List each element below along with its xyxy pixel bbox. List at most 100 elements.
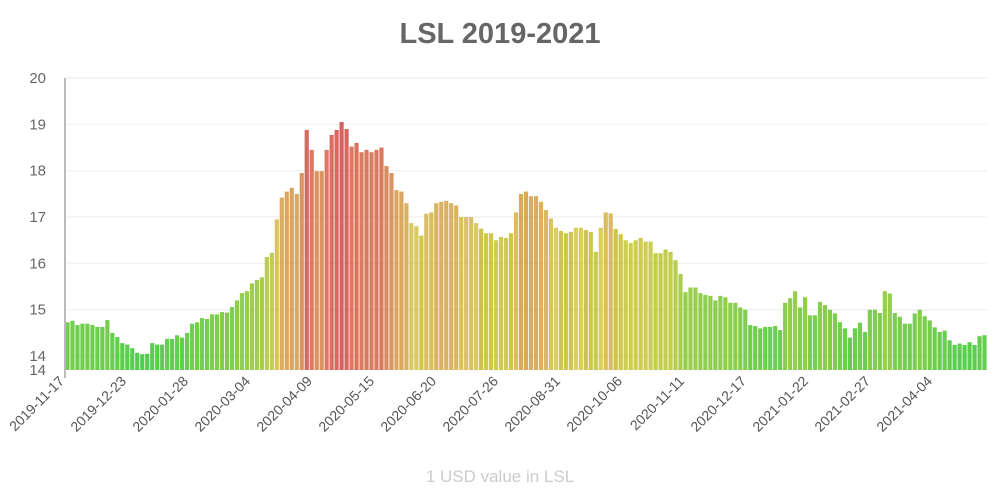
bar [359, 152, 364, 370]
bar [598, 227, 603, 370]
bar [793, 291, 798, 370]
bar [70, 320, 75, 370]
bar [374, 149, 379, 370]
bar [439, 201, 444, 370]
x-tick-label: 2020-11-11 [627, 373, 688, 434]
bar [494, 240, 499, 370]
bar [648, 241, 653, 370]
bar [892, 312, 897, 370]
bar [982, 335, 987, 370]
bar [219, 312, 225, 370]
bar [673, 260, 678, 370]
bar [942, 330, 947, 370]
y-tick-label: 17 [29, 209, 46, 226]
bar [518, 193, 524, 370]
bar [663, 249, 668, 370]
bar [249, 283, 254, 370]
bar [698, 293, 703, 370]
bar [185, 332, 190, 370]
x-tick-label: 2020-10-06 [563, 373, 625, 435]
x-tick-label: 2021-01-22 [749, 373, 811, 435]
bar [613, 229, 618, 370]
bar [842, 328, 848, 370]
bar [409, 223, 414, 370]
bar [384, 166, 389, 370]
x-tick-label: 2020-06-20 [377, 373, 439, 435]
bar [723, 297, 728, 370]
y-tick-label: 18 [29, 163, 46, 180]
bar [608, 213, 613, 370]
bar [733, 302, 738, 370]
bar [329, 135, 334, 370]
bar [484, 233, 489, 370]
bar [573, 227, 578, 370]
bar [822, 305, 828, 370]
bar [713, 300, 718, 370]
bar [803, 297, 808, 370]
bar [897, 316, 902, 370]
bar [548, 218, 554, 370]
bar [812, 315, 818, 370]
bar [523, 191, 529, 370]
bar [902, 323, 907, 370]
bar [299, 173, 304, 370]
bar [688, 287, 693, 370]
bar [204, 319, 210, 370]
bar [424, 213, 429, 370]
bar [638, 237, 643, 370]
bar [758, 328, 763, 370]
bar [658, 253, 663, 370]
bar [788, 298, 793, 370]
bar [100, 326, 105, 370]
x-tick-label: 2020-08-31 [501, 373, 563, 435]
x-tick-label: 2020-12-17 [687, 373, 749, 435]
bar [947, 340, 952, 370]
y-tick-label: 15 [29, 302, 46, 319]
bar [887, 293, 892, 370]
bar [972, 344, 977, 370]
bar [170, 338, 175, 370]
bar [628, 243, 633, 370]
bar [145, 353, 150, 370]
bar [110, 332, 115, 370]
bar [324, 149, 329, 370]
bar [95, 326, 100, 370]
bar [728, 302, 733, 370]
bar [319, 171, 324, 370]
bar [967, 342, 972, 370]
bar [454, 205, 459, 370]
bar [155, 344, 160, 370]
bar [489, 233, 494, 370]
bar [234, 300, 240, 370]
x-tick-label: 2020-01-28 [129, 373, 191, 435]
bar [753, 325, 758, 370]
bar [817, 301, 823, 370]
bar [479, 228, 484, 370]
bar [434, 203, 439, 370]
bar [703, 294, 708, 370]
bar [952, 344, 957, 370]
bar [75, 325, 80, 370]
bar [807, 315, 813, 370]
x-tick-label: 2019-12-23 [67, 373, 129, 435]
bar [668, 251, 673, 370]
bar [379, 147, 384, 370]
bar [115, 337, 120, 370]
x-tick-label: 2020-04-09 [253, 373, 315, 435]
bar [558, 230, 563, 370]
bar [120, 343, 125, 370]
bar [778, 330, 783, 370]
bar [389, 173, 394, 370]
bar [578, 227, 583, 370]
bar [653, 253, 658, 370]
bar [419, 235, 424, 370]
x-tick-label: 2019-11-17 [6, 373, 67, 434]
bar [449, 203, 454, 370]
bar [444, 200, 449, 370]
bar [543, 210, 549, 370]
bar [498, 236, 504, 370]
bar [254, 280, 259, 370]
bar [279, 197, 284, 370]
y-tick-label: 19 [29, 116, 46, 133]
